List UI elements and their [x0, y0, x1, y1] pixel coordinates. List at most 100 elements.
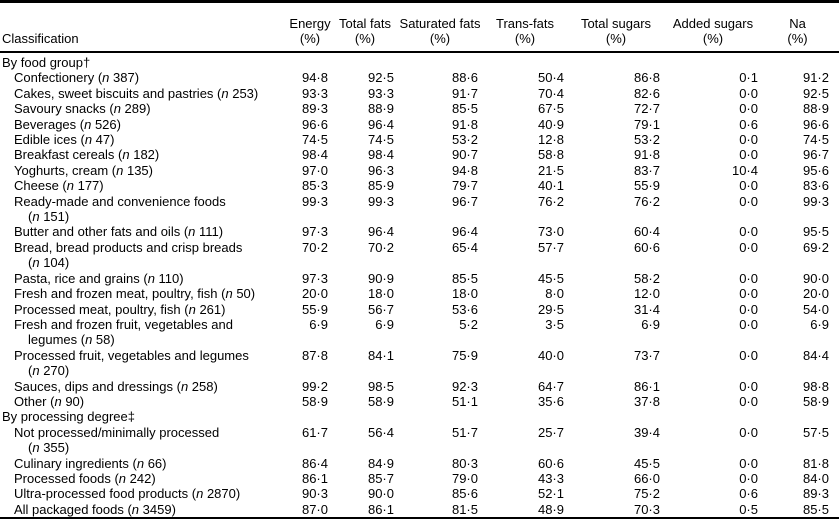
- cell-value: 86·1: [301, 470, 328, 486]
- cell-value: 35·6: [537, 393, 564, 409]
- cell-value: 99·3: [802, 193, 829, 209]
- row-label: Ready-made and convenience foods (n 151): [14, 193, 226, 225]
- cell-value: 3·5: [545, 316, 564, 332]
- cell-value: 6·9: [810, 316, 829, 332]
- table-row: Fresh and frozen fruit, vegetables and le…: [0, 317, 839, 348]
- cell-value: 0·0: [739, 132, 758, 148]
- cell-value: 53·2: [633, 132, 660, 148]
- cell-value: 79·7: [451, 178, 478, 194]
- column-header-added-sugars: Added sugars (%): [672, 16, 754, 46]
- cell-value: 75·9: [451, 347, 478, 363]
- cell-value: 96·4: [367, 224, 394, 240]
- cell-value: 85·3: [301, 178, 328, 194]
- cell-value: 99·3: [301, 193, 328, 209]
- column-header-total-fats: Total fats (%): [338, 16, 392, 46]
- cell-value: 98·4: [301, 147, 328, 163]
- column-header-classification: Classification: [2, 31, 79, 46]
- cell-value: 98·5: [367, 378, 394, 394]
- cell-value: 76·2: [633, 193, 660, 209]
- cell-value: 0·0: [739, 424, 758, 440]
- cell-value: 0·0: [739, 286, 758, 302]
- cell-value: 5·2: [459, 316, 478, 332]
- cell-value: 95·6: [802, 162, 829, 178]
- cell-value: 96·7: [451, 193, 478, 209]
- row-label: Savoury snacks (n 289): [14, 101, 151, 117]
- cell-value: 64·7: [537, 378, 564, 394]
- cell-value: 20·0: [301, 286, 328, 302]
- cell-value: 84·1: [367, 347, 394, 363]
- table-row: Cheese (n 177) 85·3 85·9 79·7 40·1 55·9 0·0 83·…: [0, 178, 839, 193]
- cell-value: 0·1: [739, 70, 758, 86]
- cell-value: 84·4: [802, 347, 829, 363]
- table-row: All packaged foods (n 3459) 87·0 86·1 81·5 4…: [0, 502, 839, 517]
- column-header-na: Na (%): [787, 16, 808, 46]
- cell-value: 83·6: [802, 178, 829, 194]
- cell-value: 73·7: [633, 347, 660, 363]
- cell-value: 90·0: [367, 486, 394, 502]
- cell-value: 86·1: [633, 378, 660, 394]
- row-label: Fresh and frozen meat, poultry, fish (n …: [14, 286, 256, 302]
- cell-value: 70·2: [301, 239, 328, 255]
- cell-value: 88·9: [367, 101, 394, 117]
- cell-value: 86·1: [367, 501, 394, 517]
- cell-value: 86·8: [633, 70, 660, 86]
- cell-value: 60·6: [633, 239, 660, 255]
- column-header-trans-fats: Trans-fats (%): [495, 16, 555, 46]
- cell-value: 55·9: [633, 178, 660, 194]
- cell-value: 12·8: [537, 132, 564, 148]
- cell-value: 72·7: [633, 101, 660, 117]
- cell-value: 87·0: [301, 501, 328, 517]
- cell-value: 69·2: [802, 239, 829, 255]
- cell-value: 96·3: [367, 162, 394, 178]
- cell-value: 89·3: [301, 101, 328, 117]
- cell-value: 91·8: [633, 147, 660, 163]
- cell-value: 73·0: [537, 224, 564, 240]
- cell-value: 31·4: [633, 301, 660, 317]
- cell-value: 96·4: [451, 224, 478, 240]
- table-row: Ultra-processed food products (n 2870) 90…: [0, 486, 839, 501]
- cell-value: 81·8: [802, 455, 829, 471]
- cell-value: 57·5: [802, 424, 829, 440]
- cell-value: 6·9: [375, 316, 394, 332]
- row-label: Not processed/minimally processed (n 355): [14, 424, 220, 456]
- cell-value: 92·3: [451, 378, 478, 394]
- cell-value: 0·0: [739, 378, 758, 394]
- cell-value: 88·9: [802, 101, 829, 117]
- cell-value: 58·8: [537, 147, 564, 163]
- cell-value: 70·2: [367, 239, 394, 255]
- cell-value: 92·5: [367, 70, 394, 86]
- cell-value: 83·7: [633, 162, 660, 178]
- cell-value: 66·0: [633, 470, 660, 486]
- cell-value: 43·3: [537, 470, 564, 486]
- cell-value: 56·7: [367, 301, 394, 317]
- header-bottom-rule: [0, 51, 839, 53]
- cell-value: 74·5: [301, 132, 328, 148]
- table-row: Culinary ingredients (n 66) 86·4 84·9 80·3 6…: [0, 456, 839, 471]
- cell-value: 18·0: [367, 286, 394, 302]
- cell-value: 97·0: [301, 162, 328, 178]
- cell-value: 93·3: [301, 85, 328, 101]
- table-row: Yoghurts, cream (n 135) 97·0 96·3 94·8 21·5 8…: [0, 163, 839, 178]
- row-label: By processing degree‡: [2, 409, 135, 425]
- row-label: All packaged foods (n 3459): [14, 501, 176, 517]
- row-label: Yoghurts, cream (n 135): [14, 162, 153, 178]
- cell-value: 25·7: [537, 424, 564, 440]
- table-row: Processed foods (n 242) 86·1 85·7 79·0 43·3 6…: [0, 471, 839, 486]
- cell-value: 48·9: [537, 501, 564, 517]
- cell-value: 0·0: [739, 224, 758, 240]
- cell-value: 58·9: [301, 393, 328, 409]
- cell-value: 85·7: [367, 470, 394, 486]
- table-row: Edible ices (n 47) 74·5 74·5 53·2 12·8 53·2 0·…: [0, 132, 839, 147]
- cell-value: 60·6: [537, 455, 564, 471]
- cell-value: 54·0: [802, 301, 829, 317]
- cell-value: 81·5: [451, 501, 478, 517]
- cell-value: 0·0: [739, 347, 758, 363]
- cell-value: 90·3: [301, 486, 328, 502]
- table-body: By food group† Confectionery (n 387) 94·8 9…: [0, 53, 839, 517]
- cell-value: 65·4: [451, 239, 478, 255]
- cell-value: 39·4: [633, 424, 660, 440]
- row-label: Cheese (n 177): [14, 178, 104, 194]
- cell-value: 99·2: [301, 378, 328, 394]
- cell-value: 45·5: [633, 455, 660, 471]
